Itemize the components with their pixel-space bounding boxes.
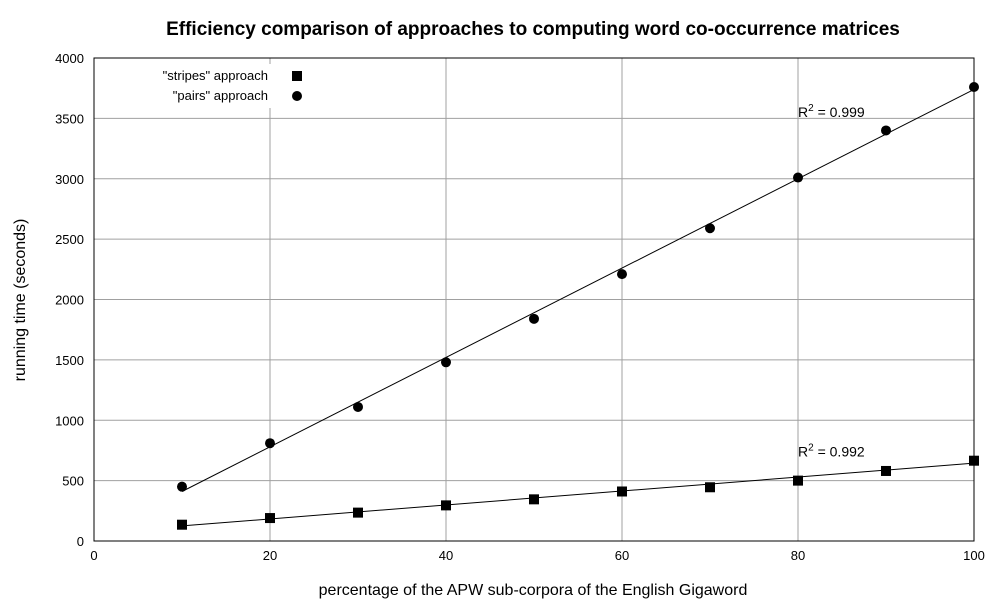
y-tick-label: 4000	[55, 51, 84, 66]
r-squared-label: R2 = 0.999	[798, 103, 865, 120]
data-point-square	[265, 513, 275, 524]
plot-frame	[93, 57, 975, 542]
y-tick-label: 3500	[55, 111, 84, 126]
y-tick-label: 2500	[55, 232, 84, 247]
data-point-square	[441, 500, 451, 511]
y-tick-label: 500	[62, 474, 84, 489]
y-tick-label: 3000	[55, 172, 84, 187]
data-point-square	[177, 519, 187, 530]
x-tick-label: 100	[963, 548, 985, 563]
data-point-circle	[705, 223, 715, 234]
legend-marker-circle	[292, 91, 302, 101]
y-tick-label: 1500	[55, 353, 84, 368]
y-tick-label: 1000	[55, 413, 84, 428]
fit-lines	[181, 88, 975, 527]
legend-marker-square	[292, 71, 302, 81]
data-point-circle	[617, 269, 627, 280]
data-point-circle	[881, 125, 891, 136]
legend-label: "stripes" approach	[163, 68, 268, 83]
y-axis-label: running time (seconds)	[12, 219, 29, 382]
data-point-square	[617, 486, 627, 497]
annotations: R2 = 0.992 R2 = 0.999	[798, 103, 865, 459]
data-point-square	[353, 507, 363, 518]
data-point-circle	[529, 313, 539, 324]
x-tick-label: 60	[615, 548, 629, 563]
data-point-square	[529, 494, 539, 505]
x-axis-label: percentage of the APW sub-corpora of the…	[319, 582, 748, 599]
fit-line-0	[181, 462, 975, 527]
data-point-circle	[177, 481, 187, 492]
data-point-square	[881, 465, 891, 476]
r-squared-label: R2 = 0.992	[798, 442, 865, 459]
data-point-circle	[265, 438, 275, 449]
y-tick-label: 2000	[55, 293, 84, 308]
chart-title: Efficiency comparison of approaches to c…	[166, 19, 900, 40]
y-tick-label: 0	[77, 534, 84, 549]
data-point-square	[793, 475, 803, 486]
fit-line-1	[181, 88, 975, 492]
legend-label: "pairs" approach	[173, 88, 268, 103]
x-tick-label: 20	[263, 548, 277, 563]
legend: "stripes" approach "pairs" approach	[110, 64, 310, 108]
data-point-square	[705, 482, 715, 493]
data-point-circle	[441, 357, 451, 368]
data-point-circle	[353, 401, 363, 412]
ticks: 0 20 40 60 80 1000500100015002000250030003500…	[55, 51, 985, 563]
data-point-circle	[793, 172, 803, 183]
x-tick-label: 0	[90, 548, 97, 563]
x-tick-label: 40	[439, 548, 453, 563]
data-points	[177, 81, 979, 530]
grid	[94, 58, 974, 541]
data-point-circle	[969, 81, 979, 92]
legend-background	[110, 64, 310, 108]
data-point-square	[969, 455, 979, 466]
x-tick-label: 80	[791, 548, 805, 563]
